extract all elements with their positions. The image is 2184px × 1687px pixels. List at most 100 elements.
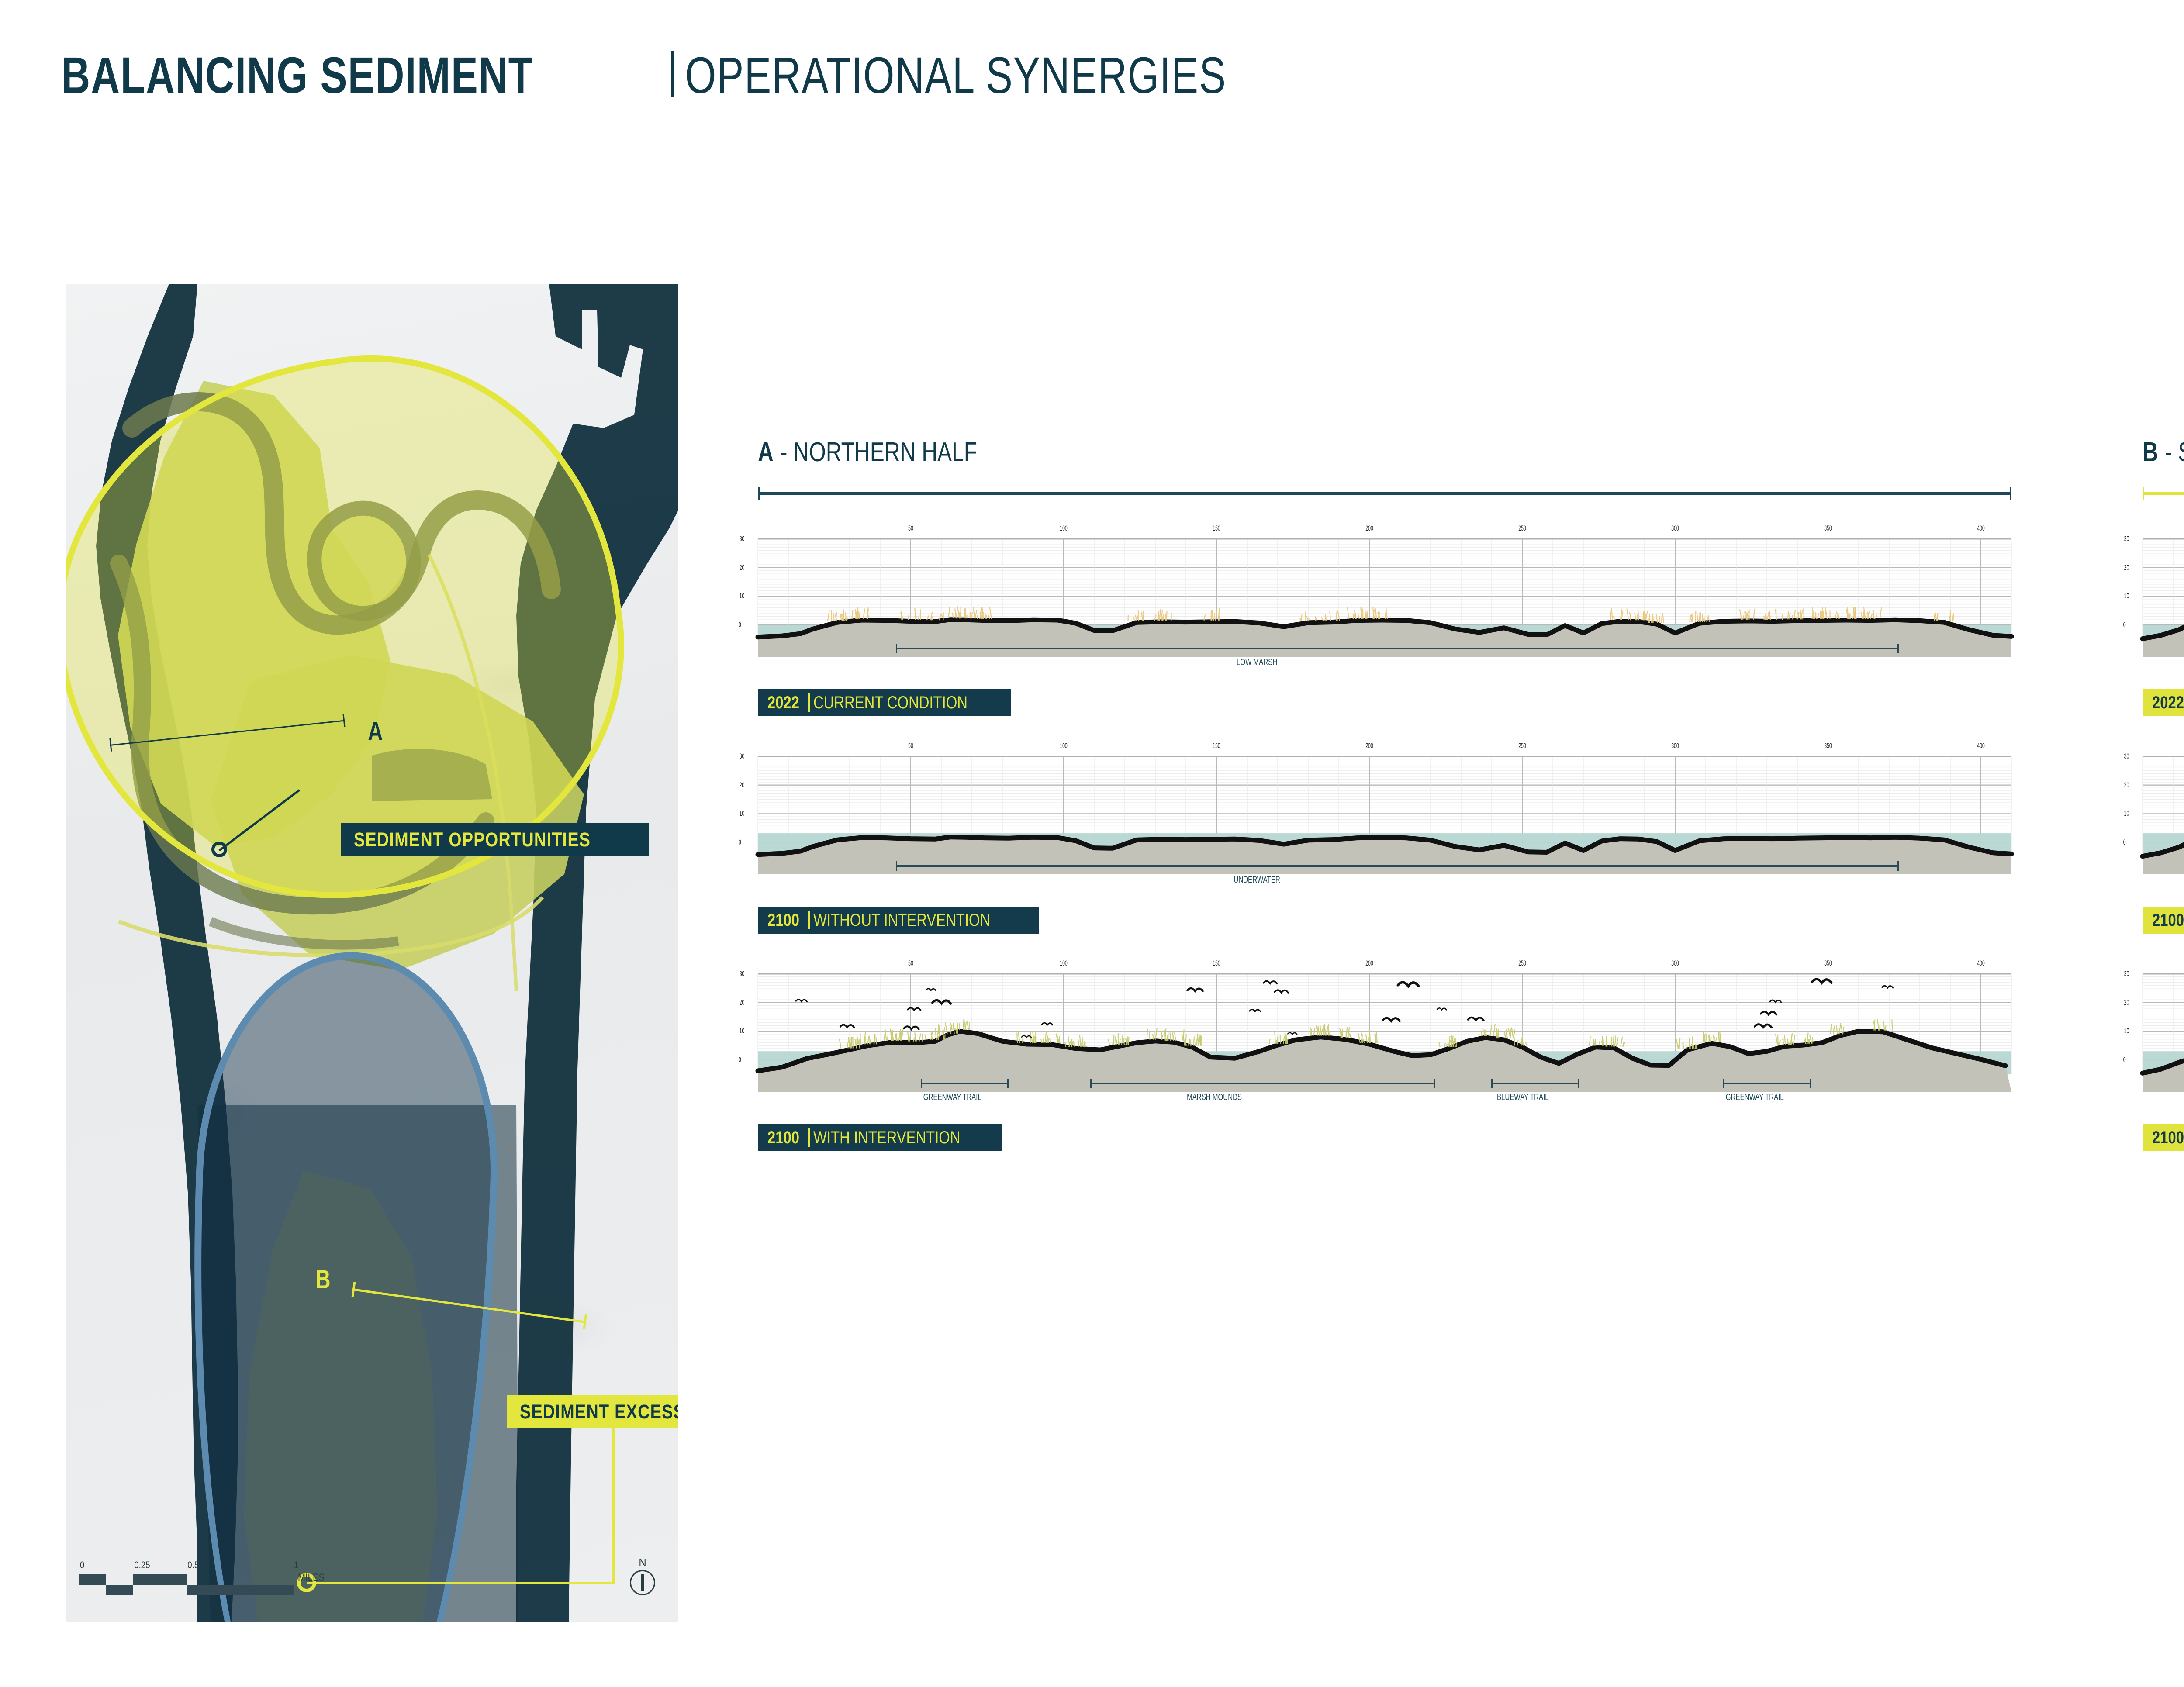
y-tick-label: 20 [739, 563, 745, 572]
scale-tick-1: 1 [294, 1559, 299, 1570]
x-tick-label: 300 [1671, 524, 1679, 532]
y-tick-label: 30 [739, 535, 745, 543]
dimension-bar [895, 644, 1899, 653]
section-header-a: A- NORTHERN HALF [758, 437, 2011, 476]
x-tick-label: 100 [1060, 959, 1068, 967]
x-tick-label: 150 [1213, 959, 1220, 967]
profile-plot-area: 0 10 20 30 [2123, 535, 2184, 657]
scenario-year: 2100 [2152, 910, 2184, 930]
scenario-year: 2022 [2152, 693, 2184, 712]
title-strong: BALANCING SEDIMENT [61, 47, 534, 104]
ground-fill [2143, 845, 2184, 874]
feature-dimension-row: LOW MARSH [758, 644, 2011, 681]
y-tick-label: 30 [2124, 969, 2129, 978]
callout-leader-opportunities [211, 789, 301, 857]
x-tick-label: 250 [1518, 524, 1526, 532]
scale-tick-0: 0 [79, 1559, 85, 1570]
feature-dimension: MARSH MOUNDS [1090, 1079, 1435, 1103]
badge-divider [808, 1128, 810, 1147]
feature-dimension: GREENWAY TRAIL [1723, 1079, 1811, 1103]
section-profile-chart [2140, 756, 2184, 874]
y-tick-label: 0 [2123, 1056, 2126, 1064]
dimension-bar [921, 1079, 1009, 1088]
y-tick-label: 30 [739, 752, 745, 760]
map-section-label-a: A [368, 717, 383, 746]
x-tick-label: 50 [908, 524, 913, 532]
x-tick-label: 200 [1365, 524, 1373, 532]
y-tick-label: 10 [2124, 1027, 2129, 1035]
profile-plot-area: 0 10 20 30 [2123, 969, 2184, 1092]
x-tick-label: 300 [1671, 959, 1679, 967]
dimension-label: GREENWAY TRAIL [1725, 1092, 1784, 1102]
y-tick-label: 20 [2124, 780, 2129, 789]
callout-sediment-excess[interactable]: SEDIMENT EXCESS [507, 1395, 678, 1428]
section-title-a: - NORTHERN HALF [780, 437, 977, 467]
y-tick-label: 30 [2124, 535, 2129, 543]
x-tick-label: 100 [1060, 742, 1068, 750]
y-tick-label: 10 [739, 592, 745, 600]
callout-sediment-opportunities[interactable]: SEDIMENT OPPORTUNITIES [341, 823, 649, 856]
callout-dot-opportunities [211, 842, 227, 857]
terrain-line [755, 617, 2014, 640]
ground-fill [2143, 627, 2184, 657]
feature-dimension-row: PERIMETER TRAILZAI HOLES (REMEDIATION ME… [2143, 1079, 2184, 1116]
dimension-bar [895, 861, 1899, 871]
dimension-bar [1090, 1079, 1435, 1088]
context-map[interactable]: A B SEDIMENT OPPORTUNITIES SEDIMENT EXCE… [66, 284, 678, 1622]
y-tick-label: 10 [2124, 592, 2129, 600]
x-tick-label: 100 [1060, 524, 1068, 532]
dimension-label: UNDERWATER [1234, 875, 1280, 885]
scenario-label: WITHOUT INTERVENTION [813, 910, 991, 930]
map-marsh-channels [110, 392, 561, 992]
scenario-year: 2100 [2152, 1128, 2184, 1147]
section-profile-chart [2140, 538, 2184, 657]
x-tick-label: 350 [1824, 959, 1832, 967]
y-tick-label: 0 [738, 621, 741, 629]
section-letter-b: B [2143, 437, 2158, 467]
x-tick-label: 150 [1213, 742, 1220, 750]
scenario-label: CURRENT CONDITION [813, 693, 968, 712]
x-tick-label: 50 [908, 959, 913, 967]
north-arrow-icon: N [628, 1557, 657, 1595]
x-tick-label: 350 [1824, 742, 1832, 750]
profile-plot-area: 0 10 20 30 [739, 969, 2012, 1092]
callout-dot-excess [297, 1573, 316, 1592]
vegetation-tufts [827, 606, 1954, 623]
section-profile-chart [755, 973, 2012, 1092]
x-tick-label: 300 [1671, 742, 1679, 750]
x-tick-label: 50 [908, 742, 913, 750]
x-tick-label: 400 [1977, 742, 1985, 750]
section-title-b: - SOUTHERN HALF [2164, 437, 2184, 467]
y-tick-label: 0 [2123, 621, 2126, 629]
y-tick-label: 30 [2124, 752, 2129, 760]
feature-dimension-row: GREENWAY TRAIL MARSH MOUNDS BLUEWAY TRAIL G… [758, 1079, 2011, 1116]
dimension-bar [1723, 1079, 1811, 1088]
map-section-label-b: B [315, 1265, 331, 1294]
y-tick-label: 0 [738, 838, 741, 847]
dimension-label: LOW MARSH [1236, 657, 1277, 667]
profile-plot-area: 0 10 20 30 [739, 752, 2014, 874]
section-column-a: A- NORTHERN HALF 50 100 150 200 250 300 350 400 0… [739, 437, 2014, 1151]
scenario-a-2: 50 100 150 200 250 300 350 400 0 10 20 30 UNDERWATER… [739, 742, 2014, 934]
title-light: OPERATIONAL SYNERGIES [685, 47, 1227, 104]
x-tick-label: 250 [1518, 742, 1526, 750]
